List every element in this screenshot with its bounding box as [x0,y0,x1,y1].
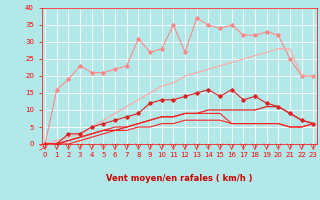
Text: Vent moyen/en rafales ( km/h ): Vent moyen/en rafales ( km/h ) [106,174,252,183]
